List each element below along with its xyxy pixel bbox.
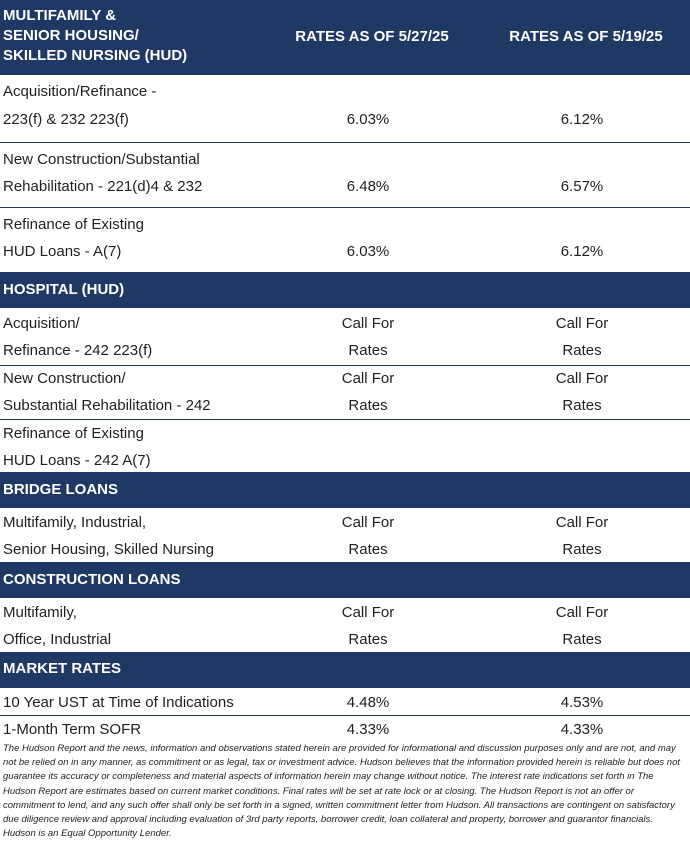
row-label-line2: Refinance - 242 223(f) (3, 342, 153, 359)
rate-previous-line2: Rates (562, 397, 602, 414)
table-header: MULTIFAMILY & SENIOR HOUSING/ SKILLED NU… (0, 0, 690, 75)
column-header-current: RATES AS OF 5/27/25 (295, 28, 449, 45)
row-divider (0, 365, 690, 366)
rate-current: 6.03% (346, 111, 390, 128)
table-row: Acquisition/Refinance - 223(f) & 232 223… (0, 78, 690, 140)
row-label-line2: 223(f) & 232 223(f) (3, 111, 129, 128)
rate-previous: 4.53% (560, 694, 604, 711)
row-label-line1: Acquisition/ (3, 315, 80, 332)
rate-current: 6.48% (346, 178, 390, 195)
section-header-market: MARKET RATES (0, 652, 690, 688)
row-divider (0, 142, 690, 143)
rate-previous-line2: Rates (562, 631, 602, 648)
row-label-line1: Refinance of Existing (3, 216, 144, 233)
column-header-previous: RATES AS OF 5/19/25 (509, 28, 663, 45)
rate-current-line2: Rates (348, 397, 388, 414)
row-label-line1: Multifamily, Industrial, (3, 514, 147, 531)
rate-previous-line2: Rates (562, 342, 602, 359)
rate-current: 4.33% (346, 721, 390, 738)
rate-previous-line1: Call For (555, 514, 609, 531)
section-title: HOSPITAL (HUD) (3, 281, 125, 298)
rate-current-line1: Call For (341, 370, 395, 387)
rate-current-line1: Call For (341, 514, 395, 531)
header-title-line: MULTIFAMILY & (3, 7, 117, 24)
table-row: Multifamily, Office, Industrial Call For… (0, 599, 690, 653)
rate-previous-line1: Call For (555, 315, 609, 332)
rate-current-line1: Call For (341, 604, 395, 621)
row-divider (0, 715, 690, 716)
row-divider (0, 419, 690, 420)
row-label-line2: HUD Loans - A(7) (3, 243, 122, 260)
section-header-hospital: HOSPITAL (HUD) (0, 272, 690, 308)
section-title: MARKET RATES (3, 660, 122, 677)
row-label-line2: HUD Loans - 242 A(7) (3, 452, 151, 469)
table-row: 10 Year UST at Time of Indications 4.48%… (0, 689, 690, 716)
rate-current: 4.48% (346, 694, 390, 711)
rate-current: 6.03% (346, 243, 390, 260)
table-row: Refinance of Existing HUD Loans - A(7) 6… (0, 211, 690, 273)
header-title-line: SKILLED NURSING (HUD) (3, 47, 188, 64)
rate-previous: 6.12% (560, 111, 604, 128)
row-label-line2: Senior Housing, Skilled Nursing (3, 541, 214, 558)
table-row: Acquisition/ Refinance - 242 223(f) Call… (0, 310, 690, 364)
row-label-line1: Multifamily, (3, 604, 77, 621)
table-row: Refinance of Existing HUD Loans - 242 A(… (0, 420, 690, 474)
row-divider (0, 207, 690, 208)
rate-current-line1: Call For (341, 315, 395, 332)
section-title: CONSTRUCTION LOANS (3, 571, 181, 588)
row-label-line2: Office, Industrial (3, 631, 112, 648)
row-label: 1-Month Term SOFR (3, 721, 142, 738)
rate-previous: 4.33% (560, 721, 604, 738)
rate-previous-line2: Rates (562, 541, 602, 558)
rate-previous: 6.57% (560, 178, 604, 195)
rate-previous: 6.12% (560, 243, 604, 260)
row-label-line1: New Construction/Substantial (3, 151, 200, 168)
rate-previous-line1: Call For (555, 604, 609, 621)
section-header-construction: CONSTRUCTION LOANS (0, 562, 690, 598)
header-title: MULTIFAMILY & SENIOR HOUSING/ SKILLED NU… (3, 6, 187, 66)
rate-current-line2: Rates (348, 541, 388, 558)
table-row: 1-Month Term SOFR 4.33% 4.33% (0, 716, 690, 743)
row-label: 10 Year UST at Time of Indications (3, 694, 234, 711)
disclaimer: The Hudson Report and the news, informat… (3, 743, 680, 840)
table-row: Multifamily, Industrial, Senior Housing,… (0, 509, 690, 563)
row-label-line1: Refinance of Existing (3, 425, 144, 442)
section-title: BRIDGE LOANS (3, 481, 119, 498)
section-header-bridge: BRIDGE LOANS (0, 472, 690, 508)
table-row: New Construction/Substantial Rehabilitat… (0, 146, 690, 208)
row-label-line2: Substantial Rehabilitation - 242 (3, 397, 211, 414)
rate-previous-line1: Call For (555, 370, 609, 387)
row-label-line1: New Construction/ (3, 370, 126, 387)
row-label-line1: Acquisition/Refinance - (3, 83, 157, 100)
header-title-line: SENIOR HOUSING/ (3, 27, 139, 44)
rate-current-line2: Rates (348, 342, 388, 359)
row-label-line2: Rehabilitation - 221(d)4 & 232 (3, 178, 203, 195)
rate-current-line2: Rates (348, 631, 388, 648)
table-row: New Construction/ Substantial Rehabilita… (0, 365, 690, 419)
